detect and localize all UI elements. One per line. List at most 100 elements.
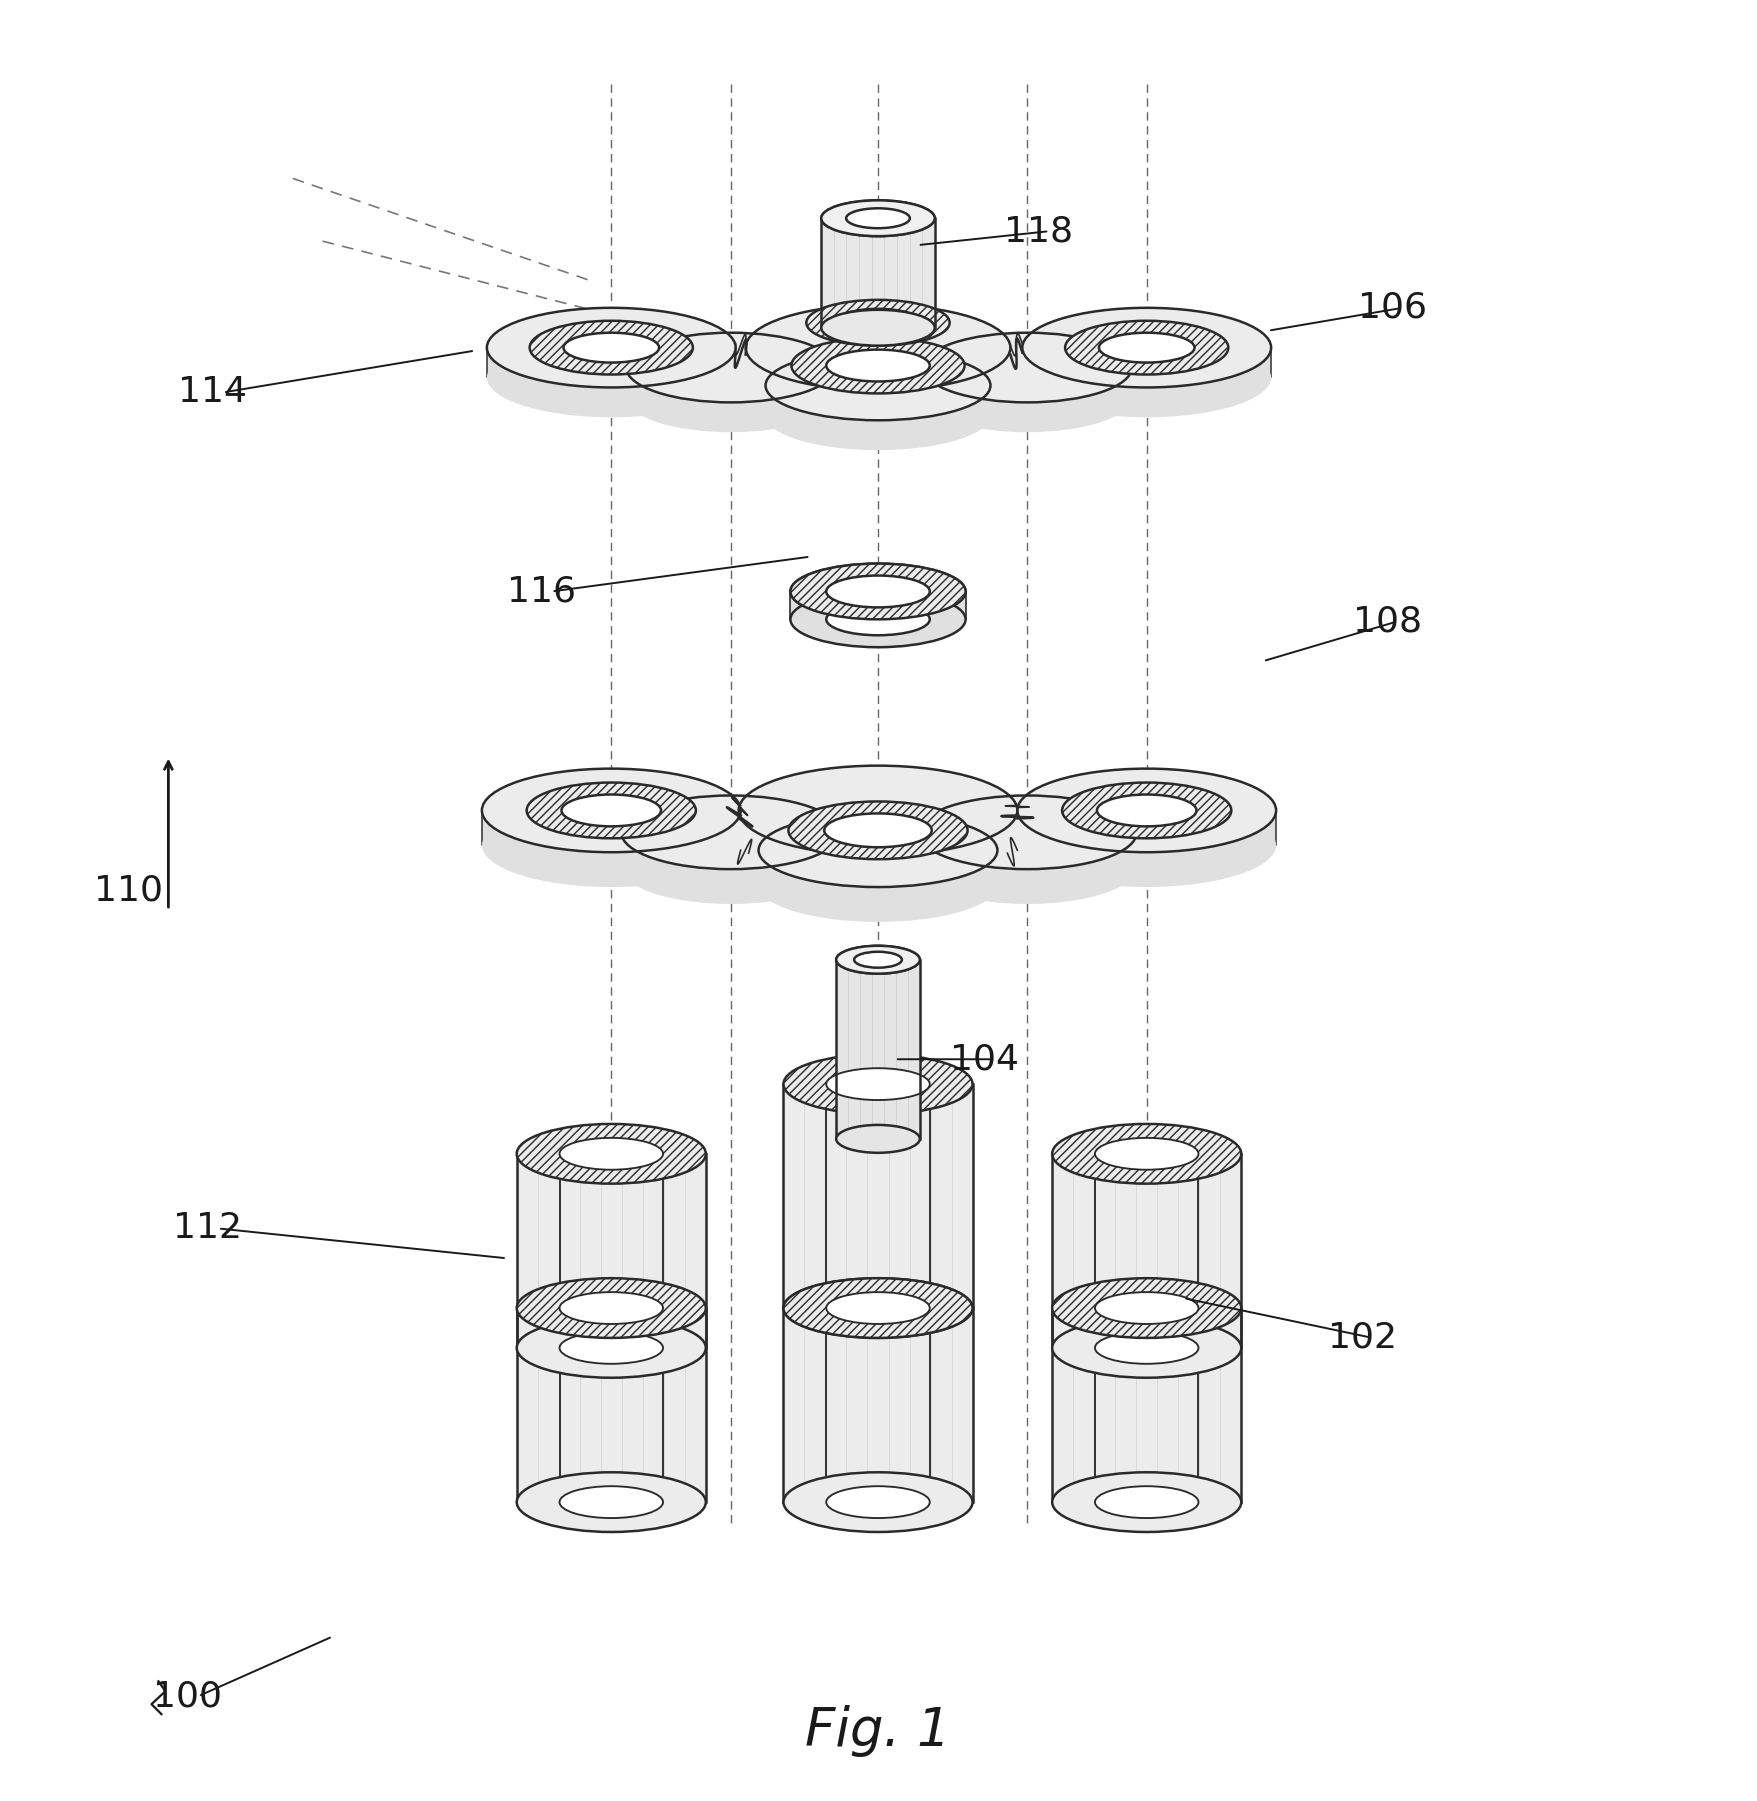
Ellipse shape	[922, 333, 1132, 402]
Ellipse shape	[826, 1068, 929, 1100]
Polygon shape	[738, 810, 1017, 845]
Ellipse shape	[917, 796, 1137, 870]
Polygon shape	[517, 1154, 706, 1347]
Ellipse shape	[791, 564, 966, 620]
Ellipse shape	[759, 848, 998, 922]
Ellipse shape	[517, 1279, 706, 1338]
Ellipse shape	[481, 803, 741, 888]
Ellipse shape	[836, 1126, 921, 1153]
Ellipse shape	[1017, 769, 1276, 852]
Polygon shape	[487, 348, 736, 378]
Text: 100: 100	[153, 1679, 223, 1713]
Ellipse shape	[487, 308, 736, 387]
Ellipse shape	[559, 1486, 662, 1518]
Ellipse shape	[826, 349, 929, 382]
Ellipse shape	[922, 362, 1132, 432]
Ellipse shape	[1052, 1471, 1240, 1533]
Text: 112: 112	[174, 1212, 242, 1246]
Ellipse shape	[745, 304, 1010, 391]
Ellipse shape	[559, 1333, 662, 1363]
Polygon shape	[481, 810, 741, 845]
Ellipse shape	[1017, 803, 1276, 888]
Ellipse shape	[559, 1291, 662, 1324]
Ellipse shape	[745, 335, 1010, 420]
Ellipse shape	[487, 308, 736, 387]
Ellipse shape	[826, 1291, 929, 1324]
Ellipse shape	[1023, 308, 1270, 387]
Ellipse shape	[784, 1054, 973, 1115]
Ellipse shape	[622, 830, 840, 904]
Ellipse shape	[766, 380, 991, 450]
Ellipse shape	[1017, 769, 1276, 852]
Text: 114: 114	[179, 375, 248, 409]
Ellipse shape	[824, 814, 931, 846]
Polygon shape	[791, 591, 966, 620]
Text: 104: 104	[951, 1043, 1019, 1077]
Ellipse shape	[1095, 1138, 1198, 1169]
Ellipse shape	[1095, 1291, 1198, 1324]
Ellipse shape	[759, 814, 998, 888]
Ellipse shape	[1023, 337, 1270, 418]
Ellipse shape	[481, 769, 741, 852]
Ellipse shape	[517, 1318, 706, 1378]
Ellipse shape	[1052, 1318, 1240, 1378]
Ellipse shape	[784, 1279, 973, 1338]
Ellipse shape	[854, 951, 901, 967]
Polygon shape	[784, 1084, 973, 1308]
Ellipse shape	[529, 321, 692, 375]
Ellipse shape	[821, 200, 935, 236]
Ellipse shape	[821, 200, 935, 236]
Ellipse shape	[487, 337, 736, 418]
Ellipse shape	[1052, 1124, 1240, 1183]
Text: 102: 102	[1328, 1320, 1397, 1354]
Ellipse shape	[917, 796, 1137, 870]
Polygon shape	[622, 832, 840, 866]
Ellipse shape	[835, 308, 922, 337]
Polygon shape	[1052, 1154, 1240, 1347]
Ellipse shape	[791, 591, 966, 647]
Polygon shape	[517, 1308, 706, 1502]
Ellipse shape	[622, 796, 840, 870]
Ellipse shape	[826, 603, 929, 636]
Ellipse shape	[738, 800, 1017, 890]
Polygon shape	[784, 1308, 973, 1502]
Polygon shape	[1023, 348, 1270, 378]
Ellipse shape	[759, 814, 998, 888]
Polygon shape	[1052, 1308, 1240, 1502]
Ellipse shape	[917, 830, 1137, 904]
Ellipse shape	[836, 946, 921, 974]
Ellipse shape	[517, 1124, 706, 1183]
Polygon shape	[917, 832, 1137, 866]
Ellipse shape	[766, 351, 991, 420]
Ellipse shape	[847, 209, 910, 229]
Polygon shape	[922, 367, 1132, 398]
Text: 106: 106	[1358, 290, 1427, 324]
Text: 118: 118	[1005, 214, 1074, 249]
Polygon shape	[821, 218, 935, 328]
Ellipse shape	[806, 299, 951, 346]
Ellipse shape	[826, 576, 929, 607]
Ellipse shape	[1098, 333, 1195, 362]
Ellipse shape	[564, 333, 659, 362]
Ellipse shape	[622, 796, 840, 870]
Ellipse shape	[625, 333, 835, 402]
Text: 116: 116	[506, 575, 576, 609]
Ellipse shape	[847, 209, 910, 229]
Ellipse shape	[836, 946, 921, 974]
Ellipse shape	[766, 351, 991, 420]
Polygon shape	[1017, 810, 1276, 845]
Ellipse shape	[738, 765, 1017, 855]
Ellipse shape	[745, 304, 1010, 391]
Ellipse shape	[826, 576, 929, 607]
Ellipse shape	[1065, 321, 1228, 375]
Ellipse shape	[821, 310, 935, 346]
Ellipse shape	[625, 362, 835, 432]
Ellipse shape	[1063, 783, 1232, 837]
Ellipse shape	[1095, 1333, 1198, 1363]
Polygon shape	[759, 850, 998, 884]
Text: 108: 108	[1353, 605, 1421, 638]
Ellipse shape	[1095, 1486, 1198, 1518]
Polygon shape	[766, 385, 991, 416]
Ellipse shape	[791, 564, 966, 620]
Ellipse shape	[784, 1279, 973, 1338]
